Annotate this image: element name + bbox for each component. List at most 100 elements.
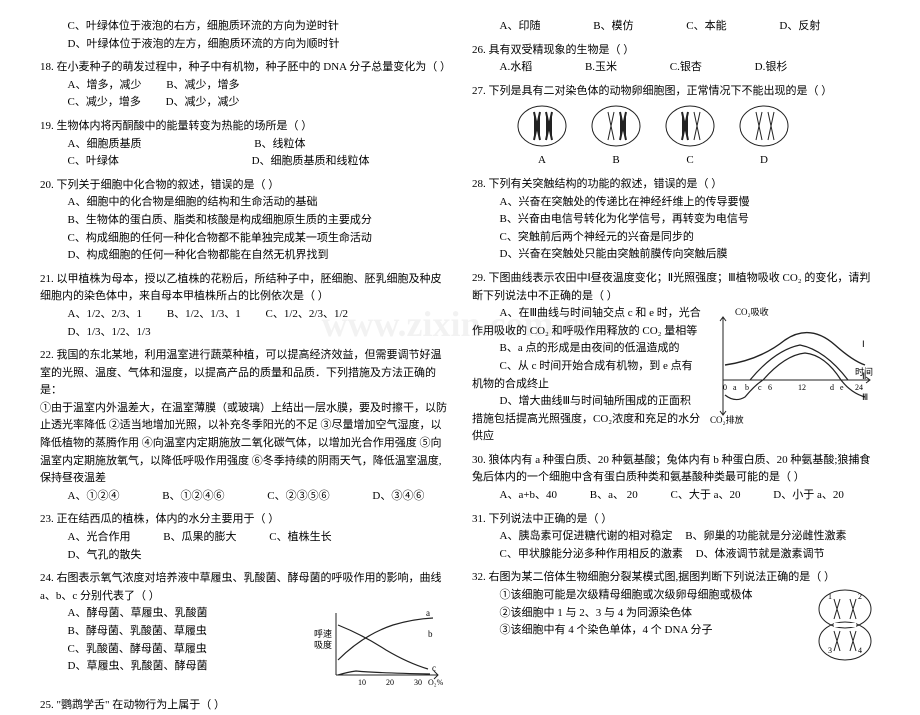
opt-a: A、增多，减少 xyxy=(68,77,142,95)
opt-c: C、甲状腺能分泌多种作用相反的激素 xyxy=(500,548,683,560)
opt-b: B、卵巢的功能就是分泌雌性激素 xyxy=(685,530,846,542)
opt-b: B、生物体的蛋白质、脂类和核酸是构成细胞原生质的主要成分 xyxy=(40,212,448,230)
label: C xyxy=(660,152,720,170)
opt-d: D、构成细胞的任何一种化合物都能在自然无机界找到 xyxy=(40,247,448,265)
cell-d: D xyxy=(734,104,794,170)
opts-row: A、①②④ B、①②④⑥ C、②③⑤⑥ D、③④⑥ xyxy=(40,488,448,506)
opt-d: D、气孔的散失 xyxy=(68,547,142,565)
series-c: c xyxy=(432,663,436,673)
opt-b: B、模仿 xyxy=(593,18,633,36)
q25-opts: A、印随 B、模仿 C、本能 D、反射 xyxy=(472,18,880,36)
q21: 21. 以甲植株为母本，授以乙植株的花粉后，所结种子中，胚细胞、胚乳细胞及种皮细… xyxy=(40,271,448,341)
opt-d: D.银杉 xyxy=(755,59,788,77)
opt-c: C、叶绿体 xyxy=(68,153,119,171)
label: D xyxy=(734,152,794,170)
left-column: C、叶绿体位于液泡的右方，细胞质环流的方向为逆时针 D、叶绿体位于液泡的左方，细… xyxy=(28,18,460,632)
ylabel: 速 xyxy=(323,629,332,639)
opt-d: D、小于 a、20 xyxy=(773,487,844,505)
stem: 23. 正在结西瓜的植株，体内的水分主要用于（ ） xyxy=(40,511,448,529)
opt-b: B、a、 20 xyxy=(590,487,638,505)
opts-row: A、印随 B、模仿 C、本能 D、反射 xyxy=(472,18,880,36)
opts-row: A、增多，减少 B、减少，增多 xyxy=(40,77,448,95)
q26: 26. 具有双受精现象的生物是（ ） A.水稻 B.玉米 C.银杏 D.银杉 xyxy=(472,42,880,77)
stem: 30. 狼体内有 a 种蛋白质、20 种氨基酸；兔体内有 b 种蛋白质、20 种… xyxy=(472,452,880,487)
stem: 27. 下列是具有二对染色体的动物卵细胞图，正常情况下不能出现的是（ ） xyxy=(472,83,880,101)
opt-c: C、大于 a、20 xyxy=(671,487,741,505)
stem: 25. "鹦鹉学舌" 在动物行为上属于（ ） xyxy=(40,697,448,715)
q23: 23. 正在结西瓜的植株，体内的水分主要用于（ ） A、光合作用 B、瓜果的膨大… xyxy=(40,511,448,564)
opt-b: B、①②④⑥ xyxy=(162,488,224,506)
q32-diagram: 1 2 3 4 xyxy=(810,587,880,662)
opt-a: A、兴奋在突触处的传递比在神经纤维上的传导要慢 xyxy=(472,194,880,212)
tick: e xyxy=(840,383,844,392)
opt-d: D、细胞质基质和线粒体 xyxy=(252,153,370,171)
opt-b: B、减少，增多 xyxy=(166,77,239,95)
label: A xyxy=(512,152,572,170)
opt-c: C、突触前后两个神经元的兴奋是同步的 xyxy=(472,229,880,247)
tick: c xyxy=(758,383,762,392)
opt-d: D、1/3、1/2、1/3 xyxy=(68,324,151,342)
tick: b xyxy=(745,383,749,392)
tick: d xyxy=(830,383,834,392)
opts-row: A、a+b、40 B、a、 20 C、大于 a、20 D、小于 a、20 xyxy=(472,487,880,505)
opt-a: A、1/2、2/3、1 xyxy=(68,306,143,324)
stem: 29. 下图曲线表示农田中Ⅰ昼夜温度变化；Ⅱ光照强度；Ⅲ植物吸收 CO₂ 的变化… xyxy=(472,270,880,305)
lab-3: Ⅲ xyxy=(862,392,868,402)
opt-b: B、兴奋由电信号转化为化学信号，再转变为电信号 xyxy=(472,211,880,229)
lab-1: Ⅰ xyxy=(862,339,865,349)
cell-b: B xyxy=(586,104,646,170)
opt-d: D、兴奋在突触处只能由突触前膜传向突触后膜 xyxy=(472,246,880,264)
tick: 10 xyxy=(358,678,366,687)
lbl: 4 xyxy=(858,646,862,655)
cell-c: C xyxy=(660,104,720,170)
q27-diagram: A B C xyxy=(512,104,880,170)
body: ①由于温室内外温差大，在温室薄膜（或玻璃）上结出一层水膜，要及时擦干，以防止透光… xyxy=(40,400,448,488)
opt-a: A、胰岛素可促进糖代谢的相对稳定 xyxy=(500,530,673,542)
opt-b: B、瓜果的膨大 xyxy=(163,529,236,547)
q24: 24. 右图表示氧气浓度对培养液中草履虫、乳酸菌、酵母菌的呼吸作用的影响，曲线 … xyxy=(40,570,448,691)
opt-c: C、减少，增多 xyxy=(68,94,141,112)
opt-c: C、构成细胞的任何一种化合物都不能单独完成某一项生命活动 xyxy=(40,230,448,248)
opt-d: D、反射 xyxy=(779,18,820,36)
q22: 22. 我国的东北某地，利用温室进行蔬菜种植，可以提高经济效益，但需要调节好温室… xyxy=(40,347,448,505)
q25: 25. "鹦鹉学舌" 在动物行为上属于（ ） xyxy=(40,697,448,715)
tick: 24 xyxy=(855,383,863,392)
q18: 18. 在小麦种子的萌发过程中，种子中有机物，种子胚中的 DNA 分子总量变化为… xyxy=(40,59,448,112)
opt-a: A、印随 xyxy=(500,18,541,36)
stem: 24. 右图表示氧气浓度对培养液中草履虫、乳酸菌、酵母菌的呼吸作用的影响，曲线 … xyxy=(40,570,448,605)
stem: 26. 具有双受精现象的生物是（ ） xyxy=(472,42,880,60)
opt-c: C、植株生长 xyxy=(269,529,331,547)
opt-a: A、a+b、40 xyxy=(500,487,558,505)
opt: C、叶绿体位于液泡的右方，细胞质环流的方向为逆时针 xyxy=(40,18,448,36)
q32: 32. 右图为某二倍体生物细胞分裂某模式图,据图判断下列说法正确的是（ ） 1 … xyxy=(472,569,880,662)
opt-c: C、②③⑤⑥ xyxy=(267,488,329,506)
tick: 6 xyxy=(768,383,772,392)
ylabel: 呼 xyxy=(314,629,323,639)
stem: 31. 下列说法中正确的是（ ） xyxy=(472,511,880,529)
opt-a: A.水稻 xyxy=(500,59,533,77)
ylabel: 吸 xyxy=(314,640,323,650)
q27: 27. 下列是具有二对染色体的动物卵细胞图，正常情况下不能出现的是（ ） A B xyxy=(472,83,880,170)
tick: 20 xyxy=(386,678,394,687)
q29-chart: CO₂吸收 Ⅰ Ⅱ Ⅲ 0 a b c 6 12 d e 24 时间 xyxy=(705,305,880,430)
q19: 19. 生物体内将丙酮酸中的能量转变为热能的场所是（ ） A、细胞质基质 B、线… xyxy=(40,118,448,171)
opt-d: D、③④⑥ xyxy=(372,488,424,506)
opt-b: B、1/2、1/3、1 xyxy=(167,306,241,324)
opts-row: A、胰岛素可促进糖代谢的相对稳定 B、卵巢的功能就是分泌雌性激素 xyxy=(472,528,880,546)
ylabel-bot: CO₂排放 xyxy=(710,414,744,425)
opt-c: C、1/2、2/3、1/2 xyxy=(266,306,349,324)
stem: 21. 以甲植株为母本，授以乙植株的花粉后，所结种子中，胚细胞、胚乳细胞及种皮细… xyxy=(40,271,448,306)
ylabel-top: CO₂吸收 xyxy=(735,306,769,317)
opts-row: C、甲状腺能分泌多种作用相反的激素 D、体液调节就是激素调节 xyxy=(472,546,880,564)
q29: 29. 下图曲线表示农田中Ⅰ昼夜温度变化；Ⅱ光照强度；Ⅲ植物吸收 CO₂ 的变化… xyxy=(472,270,880,446)
xlabel: O₂% xyxy=(428,678,444,687)
q24-chart: 呼 吸 速 度 a b c 10 20 30 O₂% xyxy=(308,605,448,691)
opts-row: A、光合作用 B、瓜果的膨大 C、植株生长 D、气孔的散失 xyxy=(40,529,448,564)
series-a: a xyxy=(426,608,430,618)
opt-b: B、线粒体 xyxy=(254,136,305,154)
q31: 31. 下列说法中正确的是（ ） A、胰岛素可促进糖代谢的相对稳定 B、卵巢的功… xyxy=(472,511,880,564)
q28: 28. 下列有关突触结构的功能的叙述，错误的是（ ） A、兴奋在突触处的传递比在… xyxy=(472,176,880,264)
opt-a: A、细胞中的化合物是细胞的结构和生命活动的基础 xyxy=(40,194,448,212)
lbl: 1 xyxy=(828,592,832,601)
opts-row: C、减少，增多 D、减少，减少 xyxy=(40,94,448,112)
